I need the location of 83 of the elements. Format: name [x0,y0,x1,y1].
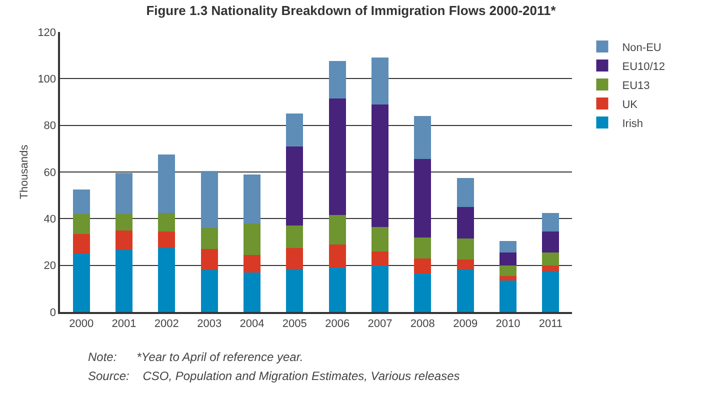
bar [200,170,218,228]
bar [243,254,261,272]
bar [414,258,432,274]
bar [72,254,90,312]
y-tick-label: 40 [44,214,56,226]
bar [115,173,133,214]
bar [243,223,261,255]
bar [499,252,517,266]
bar [200,270,218,312]
bar [499,240,517,252]
bar [542,212,560,232]
bar [72,214,90,234]
bar [499,280,517,312]
x-tick-label: 2005 [282,318,307,330]
bar [200,228,218,249]
bar [72,234,90,254]
bar [243,272,261,312]
x-tick-label: 2008 [410,318,435,330]
bar [328,268,346,312]
legend-label: UK [622,98,638,111]
y-tick-label: 60 [44,166,56,179]
bar [286,226,304,248]
bar [243,174,261,224]
bar [158,232,176,248]
x-tick-label: 2006 [325,318,350,330]
bar [414,116,432,160]
bar [328,215,346,244]
x-tick-label: 2001 [112,318,136,330]
legend-label: Non-EU [622,42,662,54]
x-tick-label: 2004 [240,318,264,330]
y-tick-label: 20 [44,260,56,272]
bar [115,230,133,250]
bar [286,146,304,226]
bar [371,58,389,104]
x-tick-label: 2003 [197,318,222,330]
bar [200,249,218,270]
x-tick-label: 2009 [453,318,478,330]
bar [499,276,517,280]
legend-label: EU13 [622,80,650,92]
x-tick-label: 2010 [496,318,520,330]
bar [328,244,346,268]
bar [115,250,133,312]
bar [542,265,560,272]
bar [286,114,304,146]
bar [414,237,432,258]
y-tick-label: 120 [38,26,56,39]
bar [158,154,176,213]
bar [456,268,474,312]
text: Note: *Year to April of reference year. [88,350,304,364]
bar [456,207,474,238]
bar [115,214,133,230]
bar [371,265,389,312]
y-tick-label: 80 [44,120,56,132]
y-tick-label: 100 [38,74,56,86]
x-tick-label: 2000 [69,318,94,330]
bar [371,251,389,266]
x-tick-label: 2002 [154,318,179,330]
legend-label: EU10/12 [622,60,666,73]
bar [328,61,346,98]
bar [456,260,474,269]
chart-title: Figure 1.3 Nationality Breakdown of Immigration Flows 2000-2011* [146,3,557,18]
y-tick-label: 0 [50,306,56,319]
bar [158,248,176,312]
x-tick-label: 2011 [538,318,562,330]
source-note: Source: CSO, Population and Migration Estimates, Various releases [88,369,460,383]
bar [286,248,304,269]
bar [542,271,560,312]
bar [371,104,389,227]
legend-label: Irish [622,118,644,130]
bar [414,274,432,312]
bar [456,178,474,207]
bar [286,268,304,312]
bar [371,226,389,252]
bar [456,238,474,260]
bar [414,159,432,238]
bar [72,190,90,214]
y-axis-title: Thousands [18,144,30,200]
x-tick-label: 2007 [368,318,392,330]
bar [328,98,346,216]
bar [158,212,176,232]
bar [499,265,517,276]
bar [542,232,560,252]
bar [542,252,560,266]
